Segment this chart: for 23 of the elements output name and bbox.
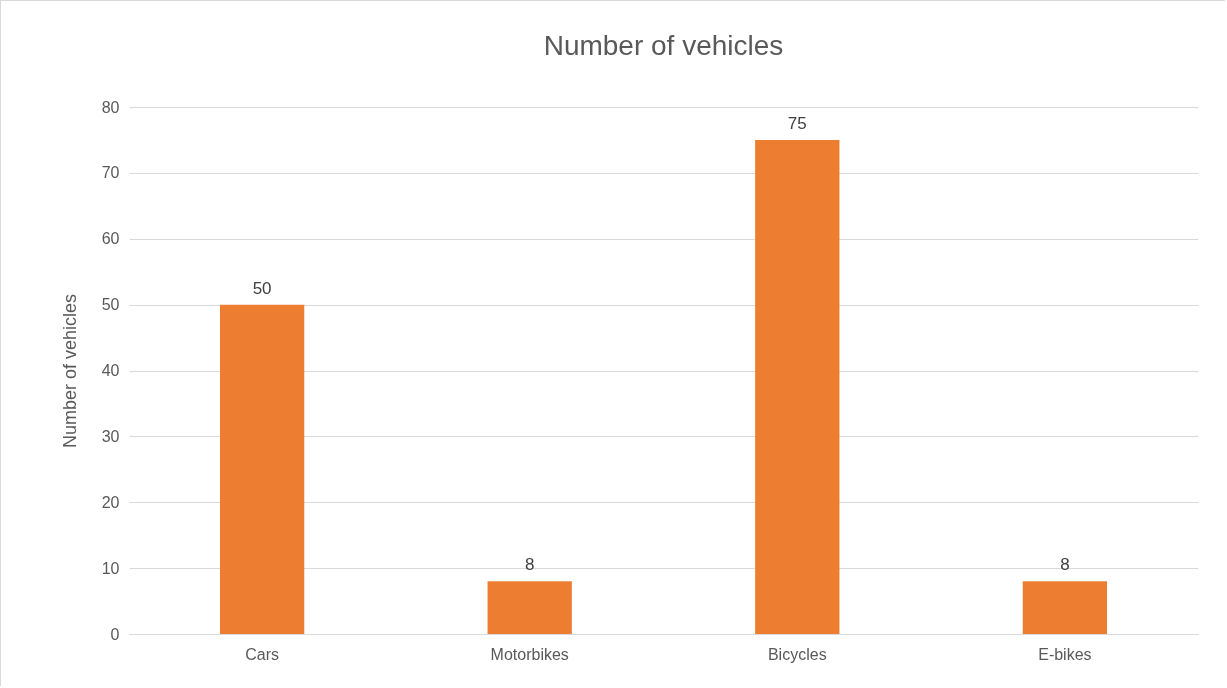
data-label: 8 [524,555,535,575]
bar [487,581,572,634]
data-label: 8 [1060,555,1070,575]
y-tick-label: 20 [101,493,120,511]
x-tick-label: Bicycles [767,645,827,663]
y-tick-label: 70 [101,164,120,182]
y-tick-label: 40 [101,362,120,379]
data-label: 50 [252,278,272,298]
bar [755,139,840,634]
x-tick-label: Cars [245,645,280,663]
x-tick-label: E-bikes [1038,645,1092,663]
x-tick-label: Motorbikes [490,645,569,663]
data-label: 75 [787,113,807,133]
y-tick-label: 30 [101,427,120,445]
bar [1022,581,1108,634]
y-tick-label: 80 [101,98,120,116]
y-tick-label: 10 [101,559,120,577]
y-tick-label: 50 [101,296,120,314]
y-tick-label: 60 [101,230,120,248]
y-axis-title: Number of vehicles [59,293,80,449]
y-tick-label: 0 [110,625,120,643]
bar [219,304,305,634]
chart-title: Number of vehicles [543,30,784,61]
